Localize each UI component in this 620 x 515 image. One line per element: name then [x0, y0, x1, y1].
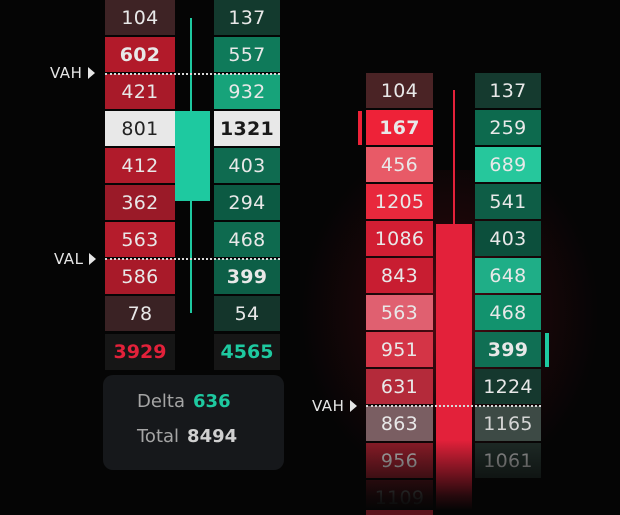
arrow-right-icon: [350, 400, 358, 412]
right-sell-marker: [358, 111, 362, 145]
sell-cell: 843: [366, 258, 433, 293]
buy-cell: 932: [214, 74, 280, 109]
buy-cell: 403: [214, 148, 280, 183]
buy-cell: 54: [214, 296, 280, 331]
left-vah-line: [105, 73, 280, 75]
buy-cell: 259: [475, 110, 541, 145]
vah-text: VAH: [50, 64, 83, 82]
buy-cell-poc: 1321: [214, 111, 280, 146]
delta-value: 636: [193, 391, 231, 412]
sell-cell: 602: [105, 37, 175, 72]
buy-cell: 468: [214, 222, 280, 257]
sell-cell: 104: [105, 0, 175, 35]
left-sell-total: 3929: [105, 334, 175, 370]
sell-cell-poc: 801: [105, 111, 175, 146]
total-label: Total: [137, 426, 180, 447]
delta-label: Delta: [137, 391, 186, 412]
left-val-line: [105, 258, 280, 260]
buy-cell: 1165: [475, 406, 541, 441]
sell-cell: 412: [105, 148, 175, 183]
buy-cell: 137: [214, 0, 280, 35]
arrow-right-icon: [89, 253, 97, 265]
sell-cell: 78: [105, 296, 175, 331]
right-candle-body: [436, 224, 472, 510]
sell-cell: 951: [366, 332, 433, 367]
sell-cell: 563: [366, 295, 433, 330]
sell-cell: 863: [366, 406, 433, 441]
sell-cell: 362: [105, 185, 175, 220]
left-val-label: VAL: [54, 250, 97, 268]
sell-cell: 456: [366, 147, 433, 182]
buy-cell: 468: [475, 295, 541, 330]
left-buy-total: 4565: [214, 334, 280, 370]
sell-cell: 167: [366, 110, 433, 145]
sell-cell: 563: [105, 222, 175, 257]
buy-cell: 541: [475, 184, 541, 219]
arrow-right-icon: [88, 67, 96, 79]
right-vah-label: VAH: [312, 397, 358, 415]
vah-text: VAH: [312, 397, 345, 415]
buy-cell: 294: [214, 185, 280, 220]
sell-cell: 1205: [366, 184, 433, 219]
val-text: VAL: [54, 250, 84, 268]
sell-cell: 1086: [366, 221, 433, 256]
buy-cell: 648: [475, 258, 541, 293]
sell-cell: 421: [105, 74, 175, 109]
buy-cell: 399: [214, 259, 280, 294]
sell-cell: 631: [366, 369, 433, 404]
right-vah-line: [366, 405, 541, 407]
right-buy-marker: [545, 333, 549, 367]
buy-cell: 403: [475, 221, 541, 256]
total-row: Total 8494: [137, 426, 237, 447]
sell-cell: 104: [366, 73, 433, 108]
left-candle-body: [175, 111, 210, 201]
sell-cell: 956: [366, 443, 433, 478]
buy-cell: 137: [475, 73, 541, 108]
buy-cell: 399: [475, 332, 541, 367]
sell-cell: 586: [105, 259, 175, 294]
buy-cell: 1061: [475, 443, 541, 478]
buy-cell: 1224: [475, 369, 541, 404]
buy-cell: 557: [214, 37, 280, 72]
delta-total-panel: Delta 636 Total 8494: [103, 375, 284, 470]
delta-row: Delta 636: [137, 391, 231, 412]
total-value: 8494: [187, 426, 238, 447]
left-vah-label: VAH: [50, 64, 96, 82]
buy-cell: 689: [475, 147, 541, 182]
